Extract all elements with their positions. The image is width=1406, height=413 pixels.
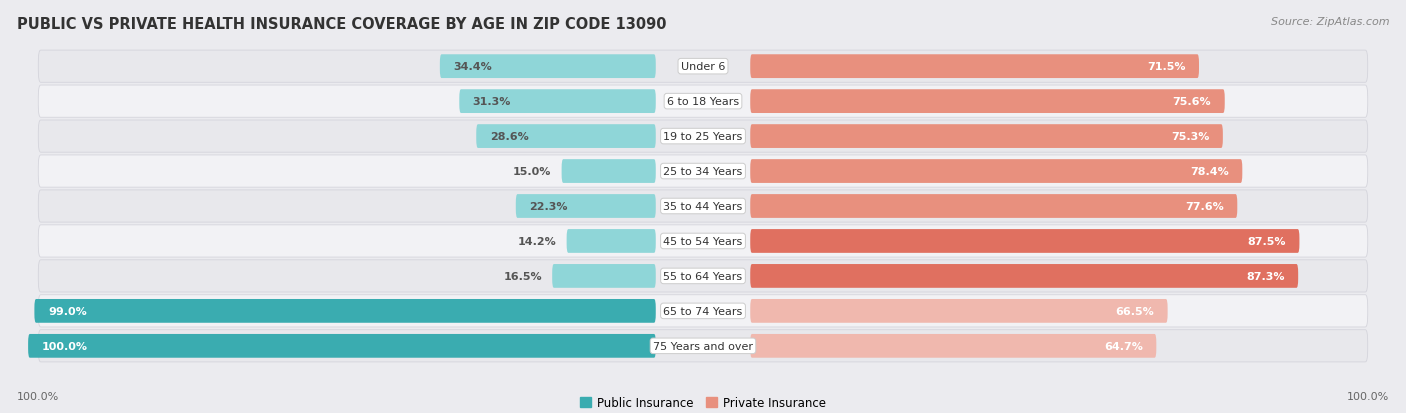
Text: PUBLIC VS PRIVATE HEALTH INSURANCE COVERAGE BY AGE IN ZIP CODE 13090: PUBLIC VS PRIVATE HEALTH INSURANCE COVER… xyxy=(17,17,666,31)
Text: 87.5%: 87.5% xyxy=(1247,236,1286,247)
FancyBboxPatch shape xyxy=(751,160,1243,183)
Text: 77.6%: 77.6% xyxy=(1185,202,1223,211)
FancyBboxPatch shape xyxy=(751,230,1299,253)
FancyBboxPatch shape xyxy=(751,90,1225,114)
Text: 55 to 64 Years: 55 to 64 Years xyxy=(664,271,742,281)
FancyBboxPatch shape xyxy=(751,299,1167,323)
FancyBboxPatch shape xyxy=(38,225,1368,257)
FancyBboxPatch shape xyxy=(567,230,655,253)
Text: 28.6%: 28.6% xyxy=(489,132,529,142)
FancyBboxPatch shape xyxy=(751,195,1237,218)
Text: 100.0%: 100.0% xyxy=(17,391,59,401)
FancyBboxPatch shape xyxy=(440,55,655,79)
Text: Under 6: Under 6 xyxy=(681,62,725,72)
FancyBboxPatch shape xyxy=(38,260,1368,292)
Text: 99.0%: 99.0% xyxy=(48,306,87,316)
Text: 14.2%: 14.2% xyxy=(517,236,557,247)
Text: 6 to 18 Years: 6 to 18 Years xyxy=(666,97,740,107)
FancyBboxPatch shape xyxy=(38,86,1368,118)
Text: 100.0%: 100.0% xyxy=(1347,391,1389,401)
Text: 87.3%: 87.3% xyxy=(1246,271,1285,281)
Text: 15.0%: 15.0% xyxy=(513,166,551,177)
Text: 100.0%: 100.0% xyxy=(42,341,87,351)
Legend: Public Insurance, Private Insurance: Public Insurance, Private Insurance xyxy=(575,392,831,413)
FancyBboxPatch shape xyxy=(751,334,1156,358)
FancyBboxPatch shape xyxy=(38,121,1368,153)
Text: 75.6%: 75.6% xyxy=(1173,97,1211,107)
FancyBboxPatch shape xyxy=(38,190,1368,223)
FancyBboxPatch shape xyxy=(477,125,655,149)
Text: 64.7%: 64.7% xyxy=(1104,341,1143,351)
FancyBboxPatch shape xyxy=(516,195,655,218)
FancyBboxPatch shape xyxy=(561,160,655,183)
Text: 71.5%: 71.5% xyxy=(1147,62,1185,72)
Text: 75 Years and over: 75 Years and over xyxy=(652,341,754,351)
Text: 19 to 25 Years: 19 to 25 Years xyxy=(664,132,742,142)
FancyBboxPatch shape xyxy=(38,51,1368,83)
FancyBboxPatch shape xyxy=(460,90,655,114)
FancyBboxPatch shape xyxy=(553,264,655,288)
Text: 45 to 54 Years: 45 to 54 Years xyxy=(664,236,742,247)
Text: 22.3%: 22.3% xyxy=(529,202,568,211)
FancyBboxPatch shape xyxy=(38,330,1368,362)
Text: 75.3%: 75.3% xyxy=(1171,132,1209,142)
Text: 35 to 44 Years: 35 to 44 Years xyxy=(664,202,742,211)
Text: 25 to 34 Years: 25 to 34 Years xyxy=(664,166,742,177)
Text: 31.3%: 31.3% xyxy=(472,97,512,107)
Text: 34.4%: 34.4% xyxy=(453,62,492,72)
Text: 65 to 74 Years: 65 to 74 Years xyxy=(664,306,742,316)
FancyBboxPatch shape xyxy=(28,334,655,358)
FancyBboxPatch shape xyxy=(751,125,1223,149)
FancyBboxPatch shape xyxy=(751,55,1199,79)
FancyBboxPatch shape xyxy=(38,295,1368,327)
Text: 66.5%: 66.5% xyxy=(1115,306,1154,316)
Text: Source: ZipAtlas.com: Source: ZipAtlas.com xyxy=(1271,17,1389,26)
FancyBboxPatch shape xyxy=(38,156,1368,188)
FancyBboxPatch shape xyxy=(34,299,655,323)
Text: 78.4%: 78.4% xyxy=(1189,166,1229,177)
Text: 16.5%: 16.5% xyxy=(503,271,543,281)
FancyBboxPatch shape xyxy=(751,264,1298,288)
